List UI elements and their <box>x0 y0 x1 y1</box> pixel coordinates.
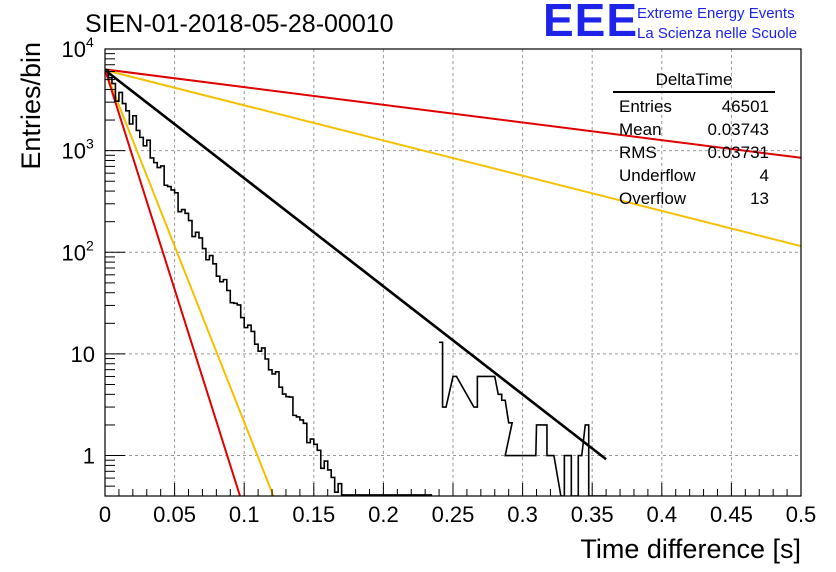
stats-label: Entries <box>619 96 672 116</box>
stats-label: Underflow <box>619 165 696 185</box>
stats-value: 46501 <box>721 96 769 116</box>
stats-row-overflow: Overflow 13 <box>613 187 775 210</box>
x-tick-label: 0.3 <box>507 502 538 527</box>
y-tick-label: 1 <box>83 444 95 469</box>
curves <box>105 68 801 496</box>
stats-label: RMS <box>619 142 657 162</box>
x-axis-label: Time difference [s] <box>580 534 801 564</box>
x-tick-label: 0.35 <box>571 502 614 527</box>
stats-title: DeltaTime <box>613 70 775 93</box>
stats-row-entries: Entries 46501 <box>613 95 775 118</box>
series-yellow-fast <box>105 69 275 496</box>
x-tick-label: 0.1 <box>229 502 260 527</box>
series-yellow-slow <box>105 69 801 248</box>
y-tick-exponent: 4 <box>86 34 94 50</box>
eee-logo: EEE <box>543 0 639 46</box>
y-axis-label: Entries/bin <box>16 42 46 170</box>
x-tick-label: 0.5 <box>786 502 817 527</box>
stats-value: 4 <box>759 165 769 185</box>
x-tick-label: 0.4 <box>647 502 678 527</box>
stats-row-rms: RMS 0.03731 <box>613 141 775 164</box>
logo-caption-line-1: Extreme Energy Events <box>637 5 795 22</box>
x-tick-label: 0.15 <box>292 502 335 527</box>
y-tick-label: 10 <box>62 139 86 164</box>
x-tick-label: 0.05 <box>153 502 196 527</box>
stats-label: Mean <box>619 119 662 139</box>
stats-row-mean: Mean 0.03743 <box>613 118 775 141</box>
x-tick-label: 0.45 <box>710 502 753 527</box>
series-fit <box>105 69 607 461</box>
logo-caption-line-2: La Scienza nelle Scuole <box>637 25 798 42</box>
x-tick-label: 0 <box>99 502 111 527</box>
stats-label: Overflow <box>619 188 687 208</box>
series-red-fast <box>105 69 241 496</box>
y-tick-label: 10 <box>62 37 86 62</box>
y-tick-exponent: 2 <box>86 237 94 253</box>
histogram-steps <box>105 69 433 496</box>
y-tick-label: 10 <box>62 240 86 265</box>
x-tick-label: 0.25 <box>432 502 475 527</box>
stats-value: 0.03731 <box>707 142 769 162</box>
run-title: SIEN-01-2018-05-28-00010 <box>85 10 394 38</box>
logo-caption: Extreme Energy Events La Scienza nelle S… <box>637 4 797 44</box>
y-tick-label: 10 <box>71 342 95 367</box>
stats-box: DeltaTime Entries 46501 Mean 0.03743 RMS… <box>613 70 775 210</box>
stats-value: 13 <box>750 188 769 208</box>
stats-value: 0.03743 <box>707 119 769 139</box>
y-tick-exponent: 3 <box>86 136 94 152</box>
axes: 0 0.05 0.1 0.15 0.2 0.25 0.3 0.35 0.4 0.45 0.5 1 10 1… <box>62 34 817 527</box>
stats-row-underflow: Underflow 4 <box>613 164 775 187</box>
series-red-slow <box>105 68 801 159</box>
x-tick-label: 0.2 <box>368 502 399 527</box>
